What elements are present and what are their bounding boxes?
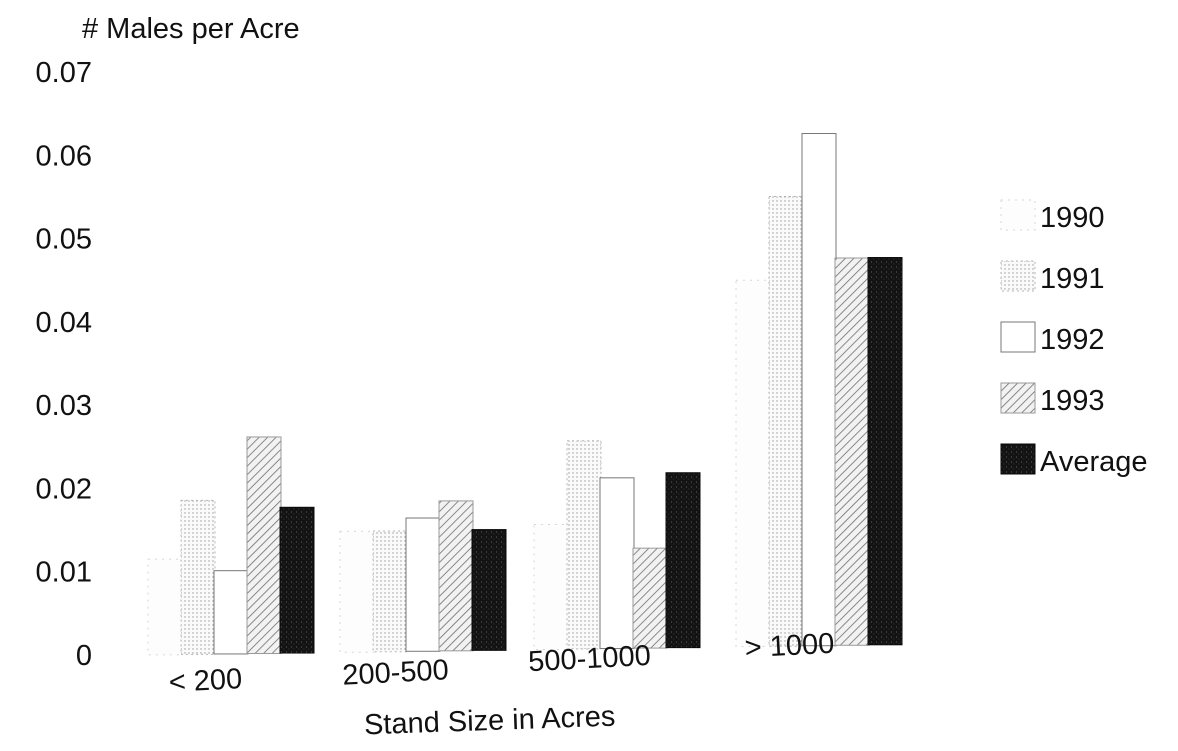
bar-average-200-500 (472, 530, 506, 651)
y-tick-label: 0.02 (36, 473, 92, 505)
y-tick-label: 0.06 (36, 140, 92, 172)
y-tick-label: 0.05 (36, 224, 92, 256)
legend-label-average: Average (1040, 446, 1148, 478)
legend-swatch-average (1001, 444, 1035, 474)
legend-swatch-1992 (1001, 322, 1035, 352)
legend-swatch-1990 (1001, 200, 1035, 230)
y-tick-label: 0.01 (36, 557, 92, 589)
y-tick-label: 0.07 (36, 57, 92, 89)
bar-1993-1000 (835, 258, 869, 645)
y-axis-title: # Males per Acre (82, 13, 300, 45)
legend-label-1990: 1990 (1040, 202, 1105, 234)
legend-label-1992: 1992 (1040, 324, 1105, 356)
legend-label-1993: 1993 (1040, 385, 1105, 417)
bar-average-200 (280, 507, 314, 653)
bar-1992-200 (214, 571, 248, 654)
y-tick-label: 0.03 (36, 390, 92, 422)
bar-1990-1000 (736, 280, 770, 646)
bar-1993-500-1000 (633, 548, 667, 648)
bar-average-500-1000 (666, 473, 700, 648)
bar-1990-500-1000 (534, 525, 568, 650)
legend-label-1991: 1991 (1040, 263, 1105, 295)
bar-1993-200-500 (439, 501, 473, 651)
bar-1991-200-500 (373, 531, 407, 652)
bar-1992-1000 (802, 134, 836, 646)
legend: 1990 1991 1992 1993 Average (1001, 200, 1148, 478)
y-tick-label: 0 (76, 640, 92, 672)
x-tick-label: 200-500 (342, 654, 450, 692)
x-tick-label: > 1000 (744, 628, 835, 665)
x-tick-label: < 200 (168, 663, 243, 699)
bar-1990-200-500 (340, 531, 374, 652)
bar-1991-500-1000 (567, 441, 601, 649)
bar-1993-200 (247, 437, 281, 654)
bar-1991-1000 (769, 196, 803, 646)
bars (148, 134, 902, 655)
bar-1990-200 (148, 559, 182, 655)
x-tick-label: 500-1000 (527, 640, 651, 678)
bar-1991-200 (181, 500, 215, 654)
x-axis-title: Stand Size in Acres (363, 701, 615, 742)
bar-1992-200-500 (406, 518, 440, 651)
legend-swatch-1991 (1001, 261, 1035, 291)
bar-1992-500-1000 (600, 478, 634, 649)
y-tick-label: 0.04 (36, 307, 92, 339)
y-axis-ticks: 0 0.01 0.02 0.03 0.04 0.05 0.06 0.07 (36, 57, 92, 672)
legend-swatch-1993 (1001, 383, 1035, 413)
bar-average-1000 (868, 258, 902, 645)
